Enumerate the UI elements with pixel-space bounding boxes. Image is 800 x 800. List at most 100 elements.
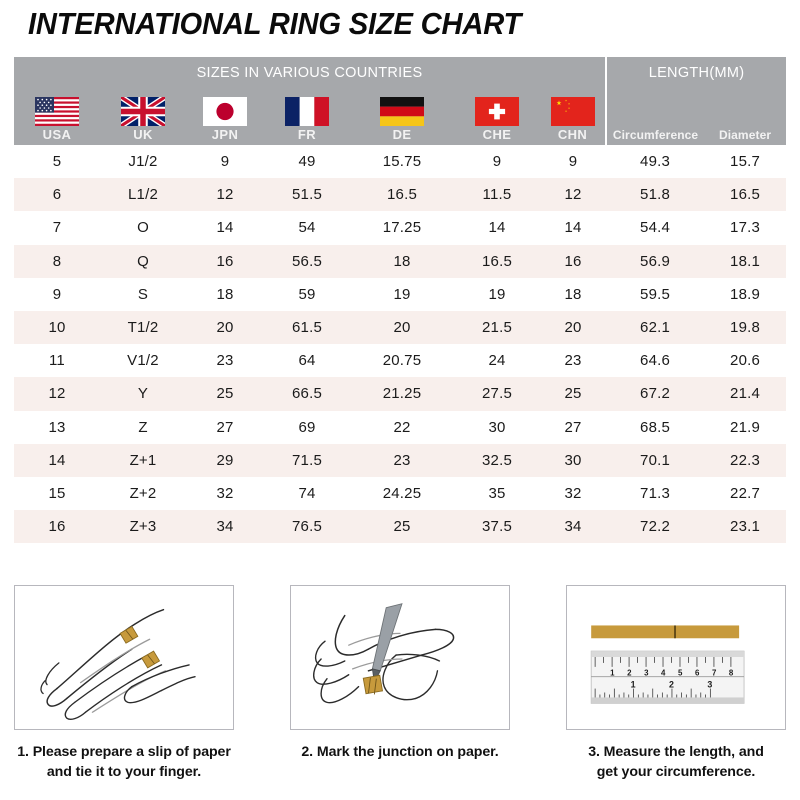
cell-de: 20.75 [350,344,454,378]
cell-circumference: 64.6 [606,344,705,378]
column-label-circumference: Circumference [612,128,699,142]
cell-uk: Z+1 [100,443,186,477]
column-header-uk: UK [100,88,186,145]
cell-circumference: 67.2 [606,377,705,411]
cell-fr: 74 [264,476,350,511]
cell-jpn: 32 [186,476,264,511]
ruler-inch-label: 1 [631,680,636,690]
cell-jpn: 14 [186,211,264,245]
cell-de: 25 [350,510,454,544]
cell-che: 37.5 [454,510,540,544]
paper-strip-marker-1 [119,625,139,644]
step-3-illustration-box: 1 2 3 4 5 6 7 8 1 2 3 [566,585,786,730]
cell-jpn: 18 [186,277,264,311]
cell-jpn: 29 [186,443,264,477]
cell-de: 17.25 [350,211,454,245]
cell-circumference: 72.2 [606,510,705,544]
cell-diameter: 18.1 [704,244,787,278]
cell-de: 22 [350,410,454,444]
cell-uk: J1/2 [100,145,186,179]
step-3-caption: 3. Measure the length, and get your circ… [566,742,786,782]
table-row: 13 Z 27 69 22 30 27 68.5 21.9 [14,410,787,444]
cell-usa: 16 [14,510,100,544]
cell-usa: 10 [14,310,100,345]
cell-chn: 12 [540,178,607,212]
ruler-cm-label: 2 [627,669,632,678]
cell-circumference: 54.4 [606,211,705,245]
cell-che: 30 [454,410,540,444]
cell-che: 35 [454,476,540,511]
cell-circumference: 71.3 [606,476,705,511]
step-3-caption-line1: 3. Measure the length, and [588,744,764,760]
cell-che: 14 [454,211,540,245]
cell-che: 19 [454,277,540,311]
column-header-usa: USA [14,88,100,145]
cell-de: 23 [350,443,454,477]
page-title: INTERNATIONAL RING SIZE CHART [28,6,522,41]
cell-fr: 69 [264,410,350,444]
cell-che: 32.5 [454,443,540,477]
cell-chn: 30 [540,443,607,477]
table-row: 6 L1/2 12 51.5 16.5 11.5 12 51.8 16.5 [14,178,787,212]
cell-uk: Z [100,410,186,444]
cell-uk: V1/2 [100,344,186,378]
cell-uk: S [100,277,186,311]
cell-de: 18 [350,244,454,278]
cell-fr: 54 [264,211,350,245]
column-header-circumference: Circumference [605,88,705,145]
flag-france-icon [285,97,329,126]
column-label-diameter: Diameter [718,128,772,142]
cell-jpn: 16 [186,244,264,278]
cell-fr: 64 [264,344,350,378]
cell-jpn: 12 [186,178,264,212]
cell-usa: 7 [14,211,100,245]
flag-uk-icon [121,97,165,126]
ruler-cm-label: 8 [729,669,734,678]
cell-chn: 9 [540,145,607,179]
flag-china-icon [550,97,595,126]
cell-fr: 51.5 [264,178,350,212]
cell-uk: L1/2 [100,178,186,212]
cell-chn: 32 [540,476,607,511]
column-header-chn: CHN [540,88,607,145]
paper-strip-on-finger [362,674,384,695]
cell-che: 9 [454,145,540,179]
table-header: SIZES IN VARIOUS COUNTRIES LENGTH(MM) [14,57,787,145]
instruction-step-1: 1. Please prepare a slip of paper and ti… [14,585,234,782]
step-2-caption: 2. Mark the junction on paper. [290,742,510,762]
ruler-cm-label: 4 [661,669,666,678]
cell-diameter: 23.1 [704,510,787,544]
cell-chn: 16 [540,244,607,278]
step-2-caption-line1: 2. Mark the junction on paper. [301,744,499,760]
cell-de: 20 [350,310,454,345]
table-row: 11 V1/2 23 64 20.75 24 23 64.6 20.6 [14,344,787,378]
hand-with-paper-strip-illustration [40,608,196,720]
flag-usa-icon [35,97,79,126]
cell-diameter: 21.9 [704,410,787,444]
cell-chn: 25 [540,377,607,411]
cell-che: 21.5 [454,310,540,345]
table-row: 7 O 14 54 17.25 14 14 54.4 17.3 [14,211,787,245]
column-header-che: CHE [454,88,540,145]
cell-jpn: 23 [186,344,264,378]
cell-circumference: 56.9 [606,244,705,278]
instructions-section: 1. Please prepare a slip of paper and ti… [14,585,786,782]
cell-diameter: 19.8 [704,310,787,345]
cell-usa: 12 [14,377,100,411]
group-header-sizes: SIZES IN VARIOUS COUNTRIES [14,57,607,88]
column-header-diameter: Diameter [704,88,787,145]
column-code-chn: CHN [557,127,588,142]
table-row: 9 S 18 59 19 19 18 59.5 18.9 [14,277,787,311]
cell-usa: 5 [14,145,100,179]
paper-strip-marker-2 [141,650,161,669]
cell-fr: 59 [264,277,350,311]
ruler-cm-label: 7 [712,669,717,678]
size-chart-table-container: SIZES IN VARIOUS COUNTRIES LENGTH(MM) [14,57,787,544]
column-code-che: CHE [482,127,512,142]
cell-usa: 15 [14,476,100,511]
paper-strip [591,625,740,639]
ruler-cm-label: 3 [644,669,649,678]
column-code-de: DE [392,127,412,142]
column-header-fr: FR [264,88,350,145]
